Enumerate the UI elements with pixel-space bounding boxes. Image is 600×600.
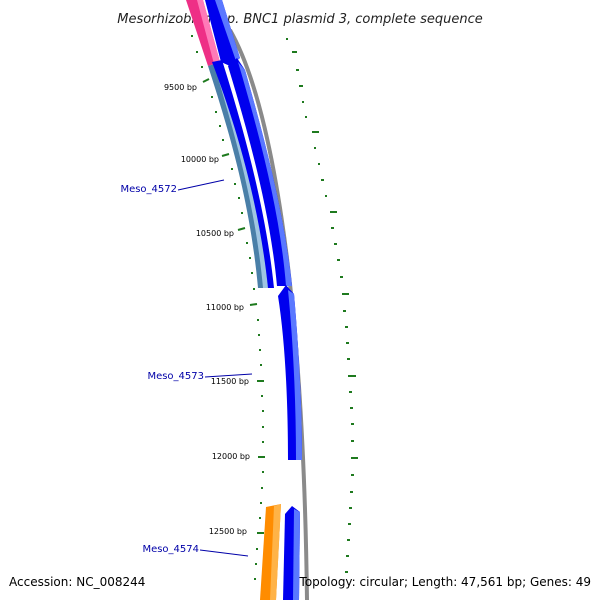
- pink-feature-highlight: [197, 0, 220, 64]
- gene-label-meso-4574[interactable]: Meso_4574: [142, 544, 199, 555]
- map-title: Mesorhizobium sp. BNC1 plasmid 3, comple…: [117, 12, 483, 27]
- cds-arrow-bottom-highlight: [293, 509, 300, 600]
- gene-label-leader-meso-4573: [204, 373, 253, 378]
- accession-text: Accession: NC_008244: [9, 575, 145, 589]
- cds-arrow-middle: [228, 58, 292, 286]
- scale-label-12000: 12000 bp: [212, 452, 250, 461]
- scale-label-12500: 12500 bp: [209, 527, 247, 536]
- gene-label-leader-meso-4574: [199, 549, 249, 557]
- teal-feature-highlight: [214, 62, 268, 288]
- cds-arrow-meso-4573-highlight: [288, 290, 302, 460]
- gc-skew-track-inner: [191, 35, 265, 580]
- scale-label-10000: 10000 bp: [181, 155, 219, 164]
- orange-feature-highlight: [270, 504, 281, 600]
- scale-label-9500: 9500 bp: [164, 83, 197, 92]
- cds-arrow-middle-highlight: [238, 62, 292, 286]
- scale-label-11500: 11500 bp: [211, 377, 249, 386]
- teal-feature: [208, 62, 268, 288]
- scale-label-10500: 10500 bp: [196, 229, 234, 238]
- topology-summary-text: Topology: circular; Length: 47,561 bp; G…: [299, 575, 591, 589]
- cds-arrow-top-highlight: [215, 0, 240, 61]
- cds-arrow-top: [205, 0, 240, 66]
- gene-label-leader-meso-4572: [177, 179, 225, 191]
- gene-label-meso-4573[interactable]: Meso_4573: [147, 371, 204, 382]
- cds-inner-strip: [212, 60, 274, 288]
- gene-label-meso-4572[interactable]: Meso_4572: [120, 184, 177, 195]
- scale-label-11000: 11000 bp: [206, 303, 244, 312]
- gc-content-track-outer: [286, 38, 358, 573]
